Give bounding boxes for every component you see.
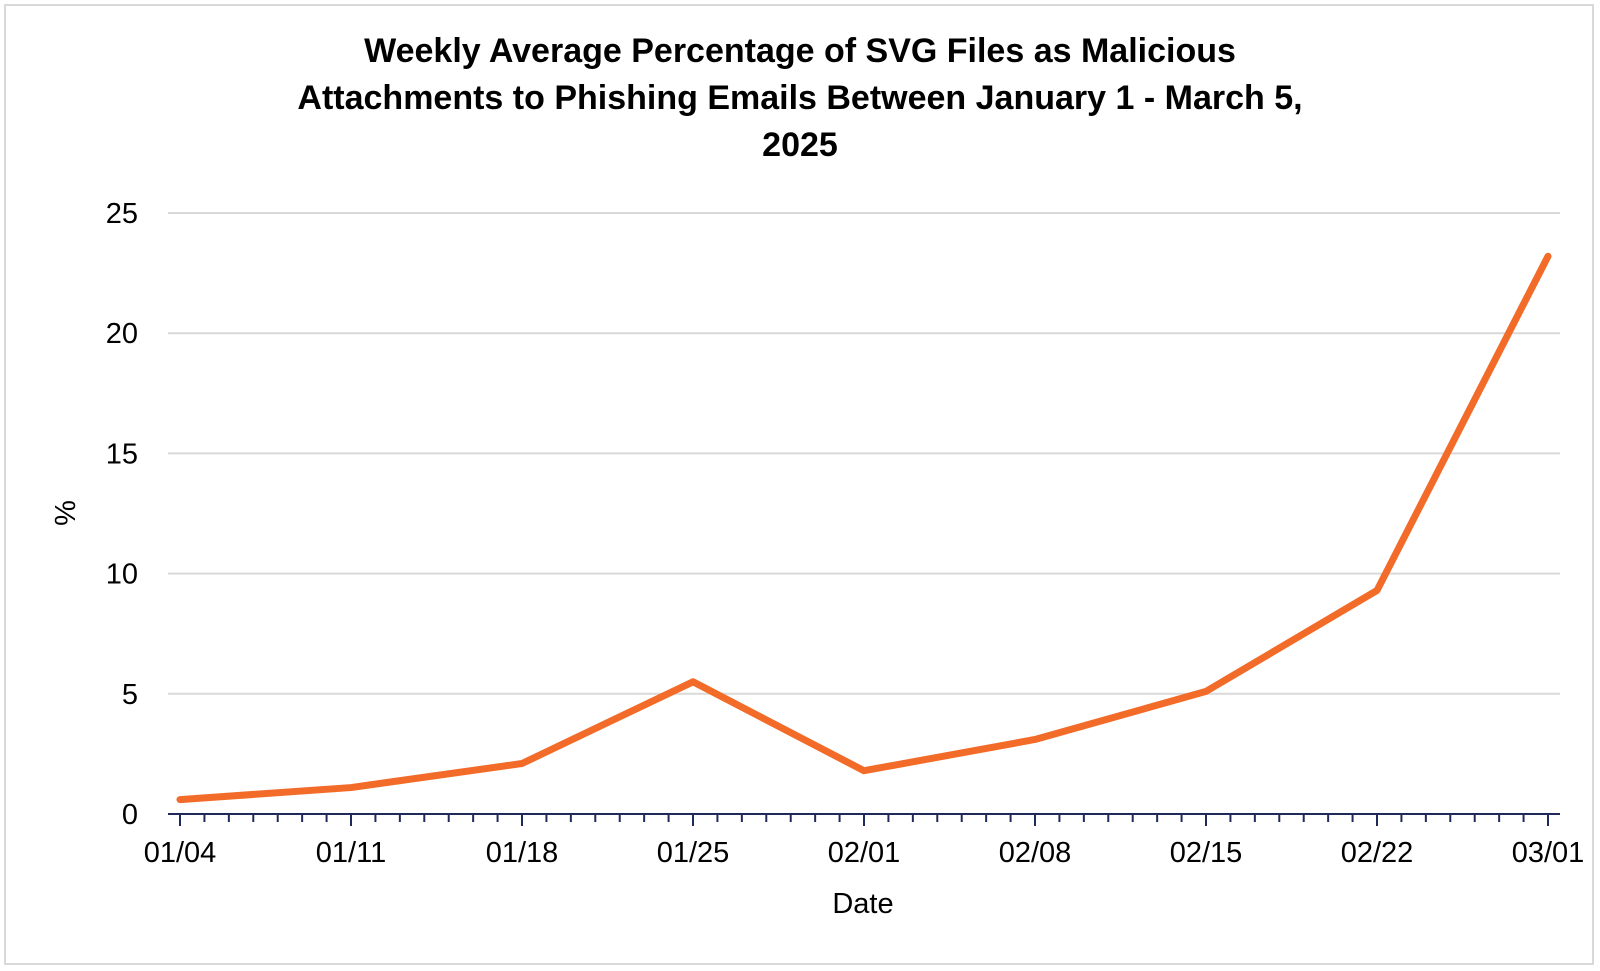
x-axis [168,813,1560,826]
chart-title-line-2: Attachments to Phishing Emails Between J… [297,79,1303,117]
x-tick-label: 01/04 [144,837,217,869]
x-tick-label: 03/01 [1512,837,1585,869]
x-tick-label: 01/25 [657,837,730,869]
y-tick-labels: 0 5 10 15 20 25 [106,198,138,831]
y-tick-label: 0 [122,799,138,831]
x-tick-label: 01/18 [486,837,559,869]
chart-title: Weekly Average Percentage of SVG Files a… [0,28,1600,169]
x-tick-label: 02/15 [1170,837,1243,869]
gridlines [168,212,1560,695]
x-tick-label: 01/11 [316,837,386,869]
chart-title-line-3: 2025 [762,126,838,164]
y-axis-title: % [50,500,82,526]
y-tick-label: 15 [106,438,138,470]
x-axis-title: Date [832,888,893,920]
x-tick-label: 02/01 [828,837,901,869]
y-tick-label: 10 [106,559,138,591]
x-tick-labels: 01/04 01/11 01/18 01/25 02/01 02/08 02/15 02/22… [144,837,1585,869]
y-tick-label: 20 [106,318,138,350]
data-series [176,252,1552,804]
x-tick-label: 02/22 [1341,837,1414,869]
series-line [176,252,1552,804]
y-tick-label: 5 [122,679,138,711]
chart-frame [4,4,1594,965]
y-tick-label: 25 [106,198,138,230]
x-tick-label: 02/08 [999,837,1072,869]
chart-title-line-1: Weekly Average Percentage of SVG Files a… [364,32,1236,70]
